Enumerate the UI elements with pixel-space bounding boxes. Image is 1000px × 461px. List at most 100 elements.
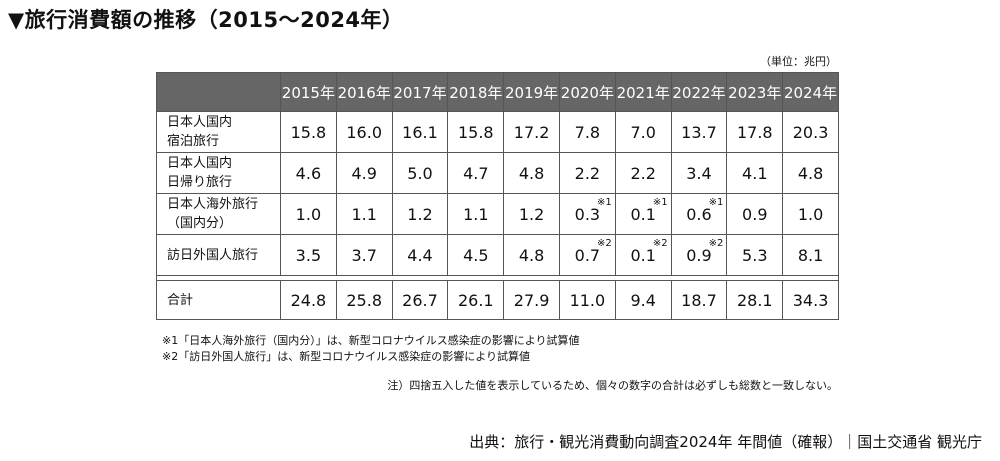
- total-value-cell: 25.8: [335, 280, 393, 320]
- row-label-line: （国内分）: [167, 216, 233, 231]
- row-label-line: 宿泊旅行: [167, 134, 220, 149]
- footnote-mark: ※1: [652, 197, 668, 208]
- value-text: 4.4: [407, 245, 433, 265]
- footnote-mark: ※2: [708, 238, 724, 249]
- value-cell: 13.7: [670, 111, 728, 153]
- value-text: 17.2: [513, 122, 550, 142]
- value-cell: 2.2: [558, 152, 616, 194]
- total-value-cell: 27.9: [503, 280, 560, 320]
- value-cell: 0.7 ※2: [558, 234, 616, 276]
- year-header: 2016年: [335, 72, 393, 112]
- year-header: 2020年: [558, 72, 616, 112]
- value-text: 3.5: [295, 245, 322, 265]
- value-cell: 0.9 ※2: [670, 234, 728, 276]
- value-text: 4.5: [463, 245, 489, 265]
- value-text: 0.6: [686, 204, 712, 224]
- value-text: 4.7: [463, 163, 489, 183]
- value-text: 20.3: [792, 122, 829, 142]
- table-row: 日本人海外旅行 （国内分） 1.0 1.1 1.2 1.1 1.2 0.3 ※1 0.1 ※1 0.6…: [156, 193, 839, 235]
- value-text: 1.1: [351, 204, 377, 224]
- row-label-line: 訪日外国人旅行: [167, 247, 259, 263]
- year-header: 2022年: [670, 72, 728, 112]
- value-text: 1.0: [797, 204, 824, 224]
- value-text: 1.0: [295, 204, 322, 224]
- value-cell: 3.5: [280, 234, 337, 276]
- row-label: 日本人国内 宿泊旅行: [156, 111, 281, 153]
- total-value-cell: 11.0: [558, 280, 616, 320]
- spacer-cell: [156, 275, 839, 281]
- year-header: 2015年: [280, 72, 337, 112]
- footnote-mark: ※2: [597, 238, 612, 249]
- table-row: 日本人国内 宿泊旅行 15.8 16.0 16.1 15.8 17.2 7.8 7.0 13.7 1…: [156, 111, 839, 153]
- total-label: 合計: [156, 280, 281, 320]
- header-row: 2015年 2016年 2017年 2018年 2019年 2020年 2021…: [156, 72, 839, 112]
- value-cell: 1.2: [391, 193, 449, 235]
- value-cell: 2.2: [614, 152, 672, 194]
- footnote-2: ※2「訪日外国人旅行」は、新型コロナウイルス感染症の影響により試算値: [162, 350, 530, 363]
- row-label-line: 日帰り旅行: [167, 175, 233, 190]
- value-cell: 3.7: [335, 234, 393, 276]
- year-header: 2021年: [614, 72, 672, 112]
- value-text: 1.2: [407, 204, 433, 224]
- value-text: 7.8: [574, 122, 601, 142]
- value-cell: 1.0: [280, 193, 337, 235]
- value-text: 17.8: [736, 122, 773, 142]
- value-cell: 7.8: [558, 111, 616, 153]
- value-text: 4.8: [797, 163, 824, 183]
- row-label: 日本人国内 日帰り旅行: [156, 152, 281, 194]
- row-label-line: 日本人国内: [167, 115, 233, 130]
- total-value-cell: 34.3: [782, 280, 839, 320]
- total-row: 合計 24.8 25.8 26.7 26.1 27.9 11.0 9.4 18.7 28.1 34.…: [156, 280, 839, 320]
- footnotes: ※1「日本人海外旅行（国内分）」は、新型コロナウイルス感染症の影響により試算値 …: [162, 333, 580, 365]
- value-text: 13.7: [681, 122, 717, 142]
- year-header: 2019年: [503, 72, 560, 112]
- value-text: 0.1: [630, 204, 656, 224]
- value-cell: 17.2: [503, 111, 560, 153]
- total-value-cell: 9.4: [614, 280, 672, 320]
- value-cell: 0.1 ※1: [614, 193, 672, 235]
- table-row: 日本人国内 日帰り旅行 4.6 4.9 5.0 4.7 4.8 2.2 2.2 3.4 4.1 4.8: [156, 152, 839, 194]
- value-cell: 4.1: [726, 152, 784, 194]
- value-cell: 4.8: [503, 152, 560, 194]
- value-cell: 5.3: [726, 234, 784, 276]
- value-cell: 0.9: [726, 193, 784, 235]
- value-text: 3.4: [686, 163, 712, 183]
- value-text: 5.3: [742, 245, 768, 265]
- footnote-mark: ※2: [652, 238, 668, 249]
- consumption-table: 2015年 2016年 2017年 2018年 2019年 2020年 2021…: [156, 72, 839, 320]
- total-value-cell: 18.7: [670, 280, 728, 320]
- footnote-mark: ※1: [597, 197, 612, 208]
- value-text: 4.1: [742, 163, 768, 183]
- footnote-mark: ※1: [708, 197, 724, 208]
- total-value-cell: 24.8: [280, 280, 337, 320]
- value-cell: 0.6 ※1: [670, 193, 728, 235]
- value-text: 5.0: [407, 163, 433, 183]
- value-text: 7.0: [630, 122, 656, 142]
- footnote-1: ※1「日本人海外旅行（国内分）」は、新型コロナウイルス感染症の影響により試算値: [162, 334, 580, 347]
- year-header: 2023年: [726, 72, 784, 112]
- value-cell: 16.1: [391, 111, 449, 153]
- value-cell: 4.8: [782, 152, 839, 194]
- spacer-row: [156, 275, 839, 281]
- value-cell: 0.3 ※1: [558, 193, 616, 235]
- source-credit: 出典：旅行・観光消費動向調査2024年 年間値（確報）｜国土交通省 観光庁: [469, 433, 982, 451]
- value-cell: 1.1: [447, 193, 505, 235]
- year-header: 2018年: [447, 72, 505, 112]
- value-text: 8.1: [797, 245, 824, 265]
- table-row: 訪日外国人旅行 3.5 3.7 4.4 4.5 4.8 0.7 ※2 0.1 ※2 0.9 ※2 5.3…: [156, 234, 839, 276]
- value-cell: 4.8: [503, 234, 560, 276]
- value-text: 0.9: [686, 245, 712, 265]
- value-text: 1.1: [463, 204, 489, 224]
- row-label-line: 日本人海外旅行: [167, 197, 259, 212]
- value-cell: 17.8: [726, 111, 784, 153]
- value-cell: 3.4: [670, 152, 728, 194]
- value-cell: 5.0: [391, 152, 449, 194]
- page-title: ▼旅行消費額の推移（2015～2024年）: [8, 8, 404, 32]
- value-text: 4.8: [518, 245, 545, 265]
- year-header: 2024年: [782, 72, 839, 112]
- total-value-cell: 26.1: [447, 280, 505, 320]
- value-text: 4.6: [295, 163, 322, 183]
- value-cell: 15.8: [447, 111, 505, 153]
- value-text: 16.1: [402, 122, 438, 142]
- corner-cell: [156, 72, 281, 112]
